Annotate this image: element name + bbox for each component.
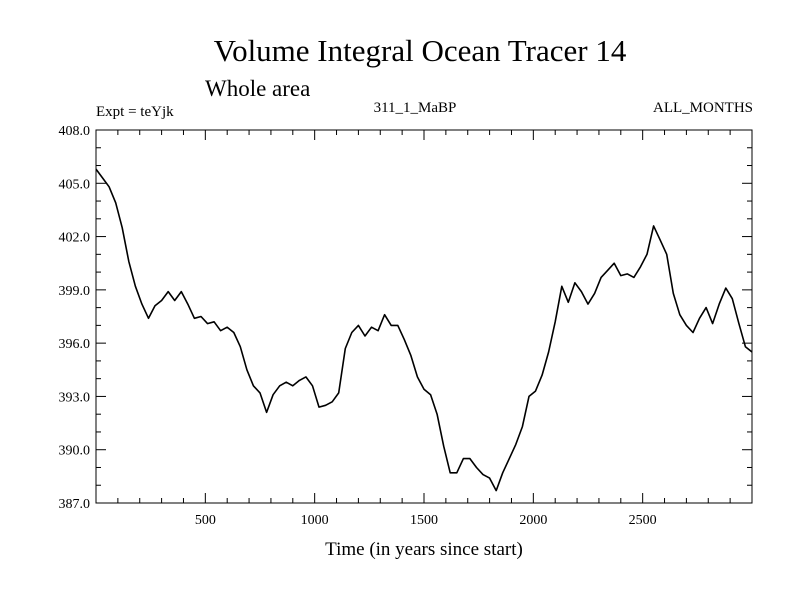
chart-subtitle: Whole area: [205, 76, 310, 101]
x-tick-label: 1000: [301, 513, 329, 528]
y-tick-label: 399.0: [59, 284, 91, 299]
y-tick-label: 396.0: [59, 337, 91, 352]
plot-frame: [95, 129, 753, 504]
expt-label: Expt = teYjk: [96, 104, 174, 120]
x-tick-label: 2000: [519, 513, 547, 528]
y-tick-label: 402.0: [59, 231, 91, 246]
chart-title: Volume Integral Ocean Tracer 14: [214, 33, 627, 68]
x-tick-label: 2500: [629, 513, 657, 528]
x-tick-labels: 500 1000 1500 2000 2500: [195, 513, 657, 528]
axis-ticks: [96, 129, 752, 504]
y-tick-label: 408.0: [59, 124, 91, 139]
x-tick-label: 1500: [410, 513, 438, 528]
y-tick-label: 390.0: [59, 444, 91, 459]
x-tick-label: 500: [195, 513, 216, 528]
y-tick-label: 405.0: [59, 177, 91, 192]
y-tick-label: 393.0: [59, 390, 91, 405]
x-axis-label: Time (in years since start): [325, 539, 523, 560]
y-tick-label: 387.0: [59, 497, 91, 512]
run-label: 311_1_MaBP: [374, 100, 457, 116]
series-line: [95, 168, 753, 492]
series-layer: [95, 168, 753, 492]
y-tick-labels: 387.0 390.0 393.0 396.0 399.0 402.0 405.0 408.0: [59, 124, 91, 512]
months-label: ALL_MONTHS: [653, 100, 753, 116]
